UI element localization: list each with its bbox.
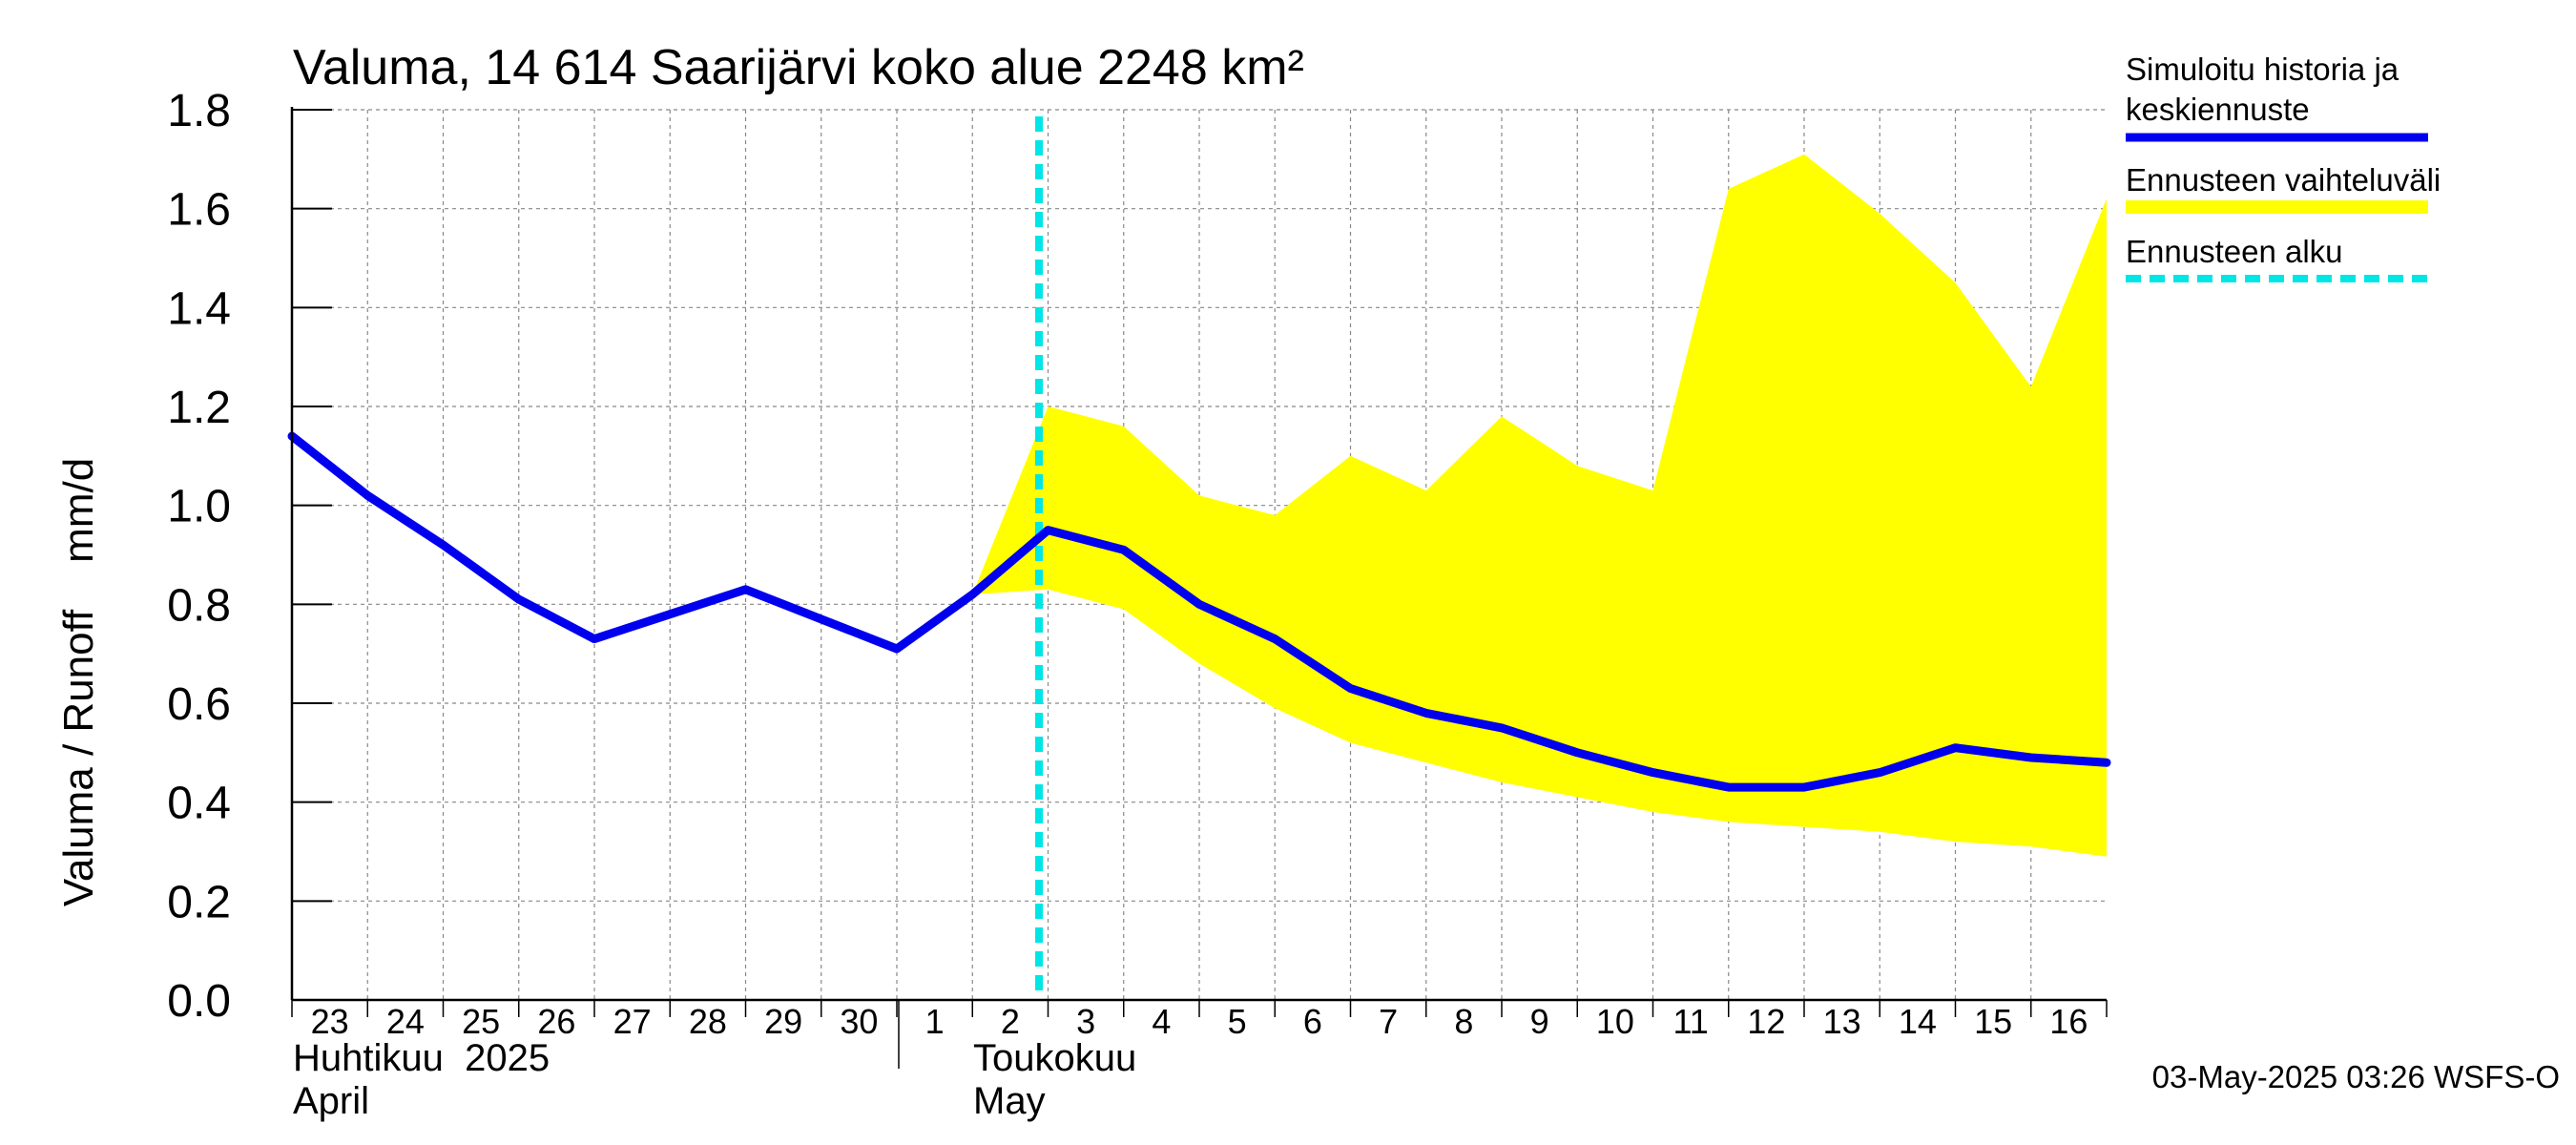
simulated-series-layer xyxy=(287,431,2111,792)
legend: Simuloitu historia ja keskiennuste Ennus… xyxy=(2126,52,2441,282)
x-tick-label: 6 xyxy=(1303,1002,1322,1041)
forecast-range-band xyxy=(972,154,2107,857)
x-tick-label: 14 xyxy=(1899,1002,1937,1041)
x-tick-label: 9 xyxy=(1530,1002,1549,1041)
x-tick-label: 25 xyxy=(462,1002,500,1041)
x-tick-label: 24 xyxy=(386,1002,425,1041)
x-tick-label: 26 xyxy=(537,1002,575,1041)
x-tick-label: 29 xyxy=(764,1002,802,1041)
simulated-series-line xyxy=(287,431,2111,792)
y-tick-label: 0.6 xyxy=(167,679,231,730)
month-label-may-en: May xyxy=(973,1080,1046,1122)
month-label-april-fi: Huhtikuu 2025 xyxy=(293,1037,550,1079)
x-tick-label: 1 xyxy=(925,1002,945,1041)
x-tick-label: 7 xyxy=(1379,1002,1398,1041)
month-label-may-fi: Toukokuu xyxy=(973,1037,1136,1079)
footer-timestamp: 03-May-2025 03:26 WSFS-O xyxy=(2152,1059,2560,1094)
legend-range-label: Ennusteen vaihteluväli xyxy=(2126,162,2441,198)
x-tick-label: 27 xyxy=(613,1002,652,1041)
y-tick-labels: 0.0 0.2 0.4 0.6 0.8 1.0 1.2 1.4 1.6 1.8 xyxy=(167,86,231,1027)
chart-title: Valuma, 14 614 Saarijärvi koko alue 2248… xyxy=(293,40,1304,95)
x-tick-label: 4 xyxy=(1152,1002,1171,1041)
x-tick-label: 23 xyxy=(311,1002,349,1041)
x-tick-label: 11 xyxy=(1672,1002,1708,1041)
x-tick-label: 2 xyxy=(1001,1002,1020,1041)
x-tick-label: 10 xyxy=(1596,1002,1634,1041)
y-tick-label: 1.8 xyxy=(167,86,231,136)
x-tick-label: 3 xyxy=(1076,1002,1095,1041)
y-axis-label: Valuma / Runoff mm/d xyxy=(55,458,102,906)
x-tick-label: 15 xyxy=(1974,1002,2012,1041)
legend-forecast-start-label: Ennusteen alku xyxy=(2126,234,2343,269)
month-label-april-en: April xyxy=(293,1080,369,1122)
y-tick-label: 1.2 xyxy=(167,383,231,433)
y-tick-label: 0.4 xyxy=(167,779,231,829)
y-tick-label: 0.2 xyxy=(167,877,231,927)
legend-simulated-label-1: Simuloitu historia ja xyxy=(2126,52,2399,87)
axes xyxy=(290,107,2108,1017)
y-tick-label: 0.0 xyxy=(167,976,231,1027)
x-tick-label: 5 xyxy=(1228,1002,1247,1041)
x-tick-labels: 23 24 25 26 27 28 29 30 1 2 3 4 5 6 7 8 9 10 11 12 13 14 15 16 xyxy=(311,1002,2088,1041)
x-tick-label: 8 xyxy=(1454,1002,1473,1041)
y-tick-label: 1.6 xyxy=(167,185,231,236)
x-tick-label: 30 xyxy=(840,1002,878,1041)
x-tick-label: 16 xyxy=(2049,1002,2088,1041)
x-tick-label: 13 xyxy=(1823,1002,1861,1041)
forecast-range-layer xyxy=(972,154,2107,857)
legend-simulated-label-2: keskiennuste xyxy=(2126,92,2310,127)
y-tick-label: 1.0 xyxy=(167,482,231,532)
x-tick-label: 28 xyxy=(689,1002,727,1041)
x-tick-label: 12 xyxy=(1747,1002,1785,1041)
y-tick-label: 0.8 xyxy=(167,580,231,631)
y-tick-label: 1.4 xyxy=(167,283,231,334)
